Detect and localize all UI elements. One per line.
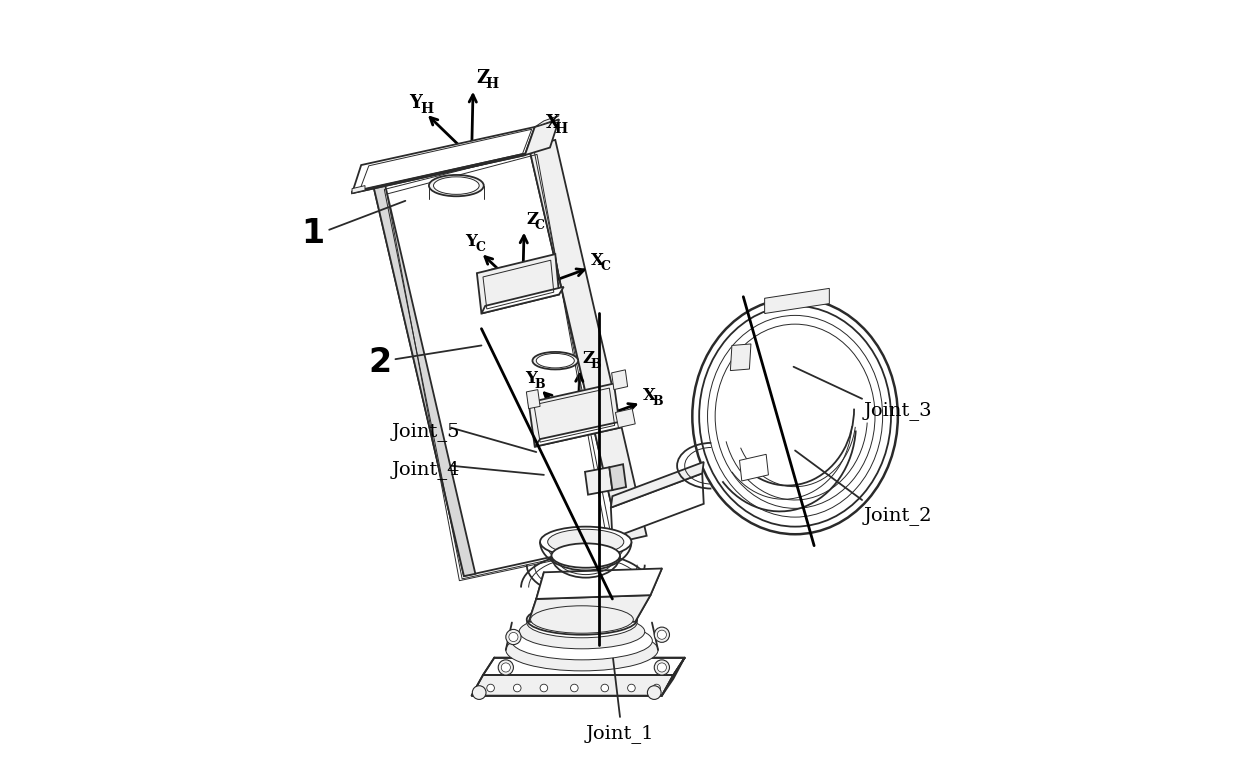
Polygon shape	[739, 455, 769, 481]
Polygon shape	[611, 370, 627, 390]
Polygon shape	[525, 119, 559, 155]
Circle shape	[487, 685, 495, 692]
Circle shape	[472, 686, 486, 699]
Polygon shape	[372, 180, 475, 576]
Text: Y: Y	[525, 371, 537, 387]
Text: C: C	[600, 261, 610, 274]
Polygon shape	[765, 288, 830, 313]
Polygon shape	[534, 420, 627, 447]
Polygon shape	[352, 154, 525, 193]
Polygon shape	[534, 115, 559, 127]
Circle shape	[506, 630, 521, 645]
Circle shape	[627, 685, 635, 692]
Text: C: C	[475, 241, 485, 254]
Circle shape	[498, 660, 513, 675]
Polygon shape	[484, 658, 684, 675]
Polygon shape	[662, 658, 684, 696]
Ellipse shape	[482, 267, 532, 286]
Circle shape	[655, 627, 670, 643]
Text: Joint_3: Joint_3	[863, 401, 932, 420]
Polygon shape	[609, 465, 626, 490]
Circle shape	[508, 633, 518, 642]
Polygon shape	[352, 127, 534, 193]
Polygon shape	[528, 595, 651, 622]
Polygon shape	[585, 468, 613, 494]
Circle shape	[601, 685, 609, 692]
Circle shape	[657, 663, 666, 672]
Text: X: X	[591, 252, 604, 270]
Polygon shape	[352, 186, 365, 193]
Text: Joint_2: Joint_2	[863, 506, 932, 525]
Ellipse shape	[487, 269, 528, 285]
Text: 2: 2	[368, 346, 392, 380]
Ellipse shape	[532, 352, 578, 370]
Text: Z: Z	[582, 350, 594, 367]
Ellipse shape	[527, 607, 637, 638]
Text: Y: Y	[465, 233, 477, 251]
Ellipse shape	[552, 543, 620, 568]
Polygon shape	[730, 344, 751, 371]
Polygon shape	[528, 140, 646, 542]
Polygon shape	[528, 384, 620, 447]
Ellipse shape	[429, 175, 484, 196]
Circle shape	[501, 663, 511, 672]
Text: Z: Z	[526, 211, 538, 228]
Text: B: B	[534, 378, 544, 391]
Polygon shape	[481, 286, 564, 313]
Circle shape	[541, 685, 548, 692]
Circle shape	[655, 660, 670, 675]
Polygon shape	[471, 675, 673, 696]
Ellipse shape	[527, 604, 637, 635]
Text: X: X	[642, 387, 656, 404]
Circle shape	[647, 686, 661, 699]
Ellipse shape	[520, 614, 645, 649]
Text: B: B	[590, 358, 601, 371]
Ellipse shape	[541, 526, 631, 557]
Circle shape	[657, 630, 666, 639]
Text: C: C	[534, 219, 544, 232]
Text: H: H	[420, 102, 433, 115]
Circle shape	[652, 685, 661, 692]
Text: H: H	[554, 122, 568, 136]
Polygon shape	[536, 568, 662, 599]
Circle shape	[513, 685, 521, 692]
Ellipse shape	[536, 354, 574, 368]
Circle shape	[570, 685, 578, 692]
Ellipse shape	[531, 606, 634, 633]
Text: X: X	[546, 115, 559, 132]
Polygon shape	[372, 146, 620, 576]
Polygon shape	[611, 474, 704, 538]
Ellipse shape	[548, 529, 624, 555]
Polygon shape	[611, 462, 704, 507]
Polygon shape	[477, 254, 559, 313]
Ellipse shape	[434, 176, 479, 194]
Text: Z: Z	[476, 70, 490, 87]
Polygon shape	[526, 390, 541, 409]
Text: Y: Y	[409, 94, 422, 112]
Ellipse shape	[692, 298, 898, 534]
Text: B: B	[652, 395, 662, 408]
Text: Joint_1: Joint_1	[585, 724, 655, 743]
Text: Joint_5: Joint_5	[392, 422, 460, 441]
Ellipse shape	[708, 316, 883, 517]
Ellipse shape	[512, 622, 652, 660]
Text: 1: 1	[301, 217, 325, 250]
Text: Joint_4: Joint_4	[392, 460, 460, 479]
Ellipse shape	[506, 629, 658, 671]
Text: H: H	[485, 77, 498, 91]
Polygon shape	[615, 409, 635, 428]
